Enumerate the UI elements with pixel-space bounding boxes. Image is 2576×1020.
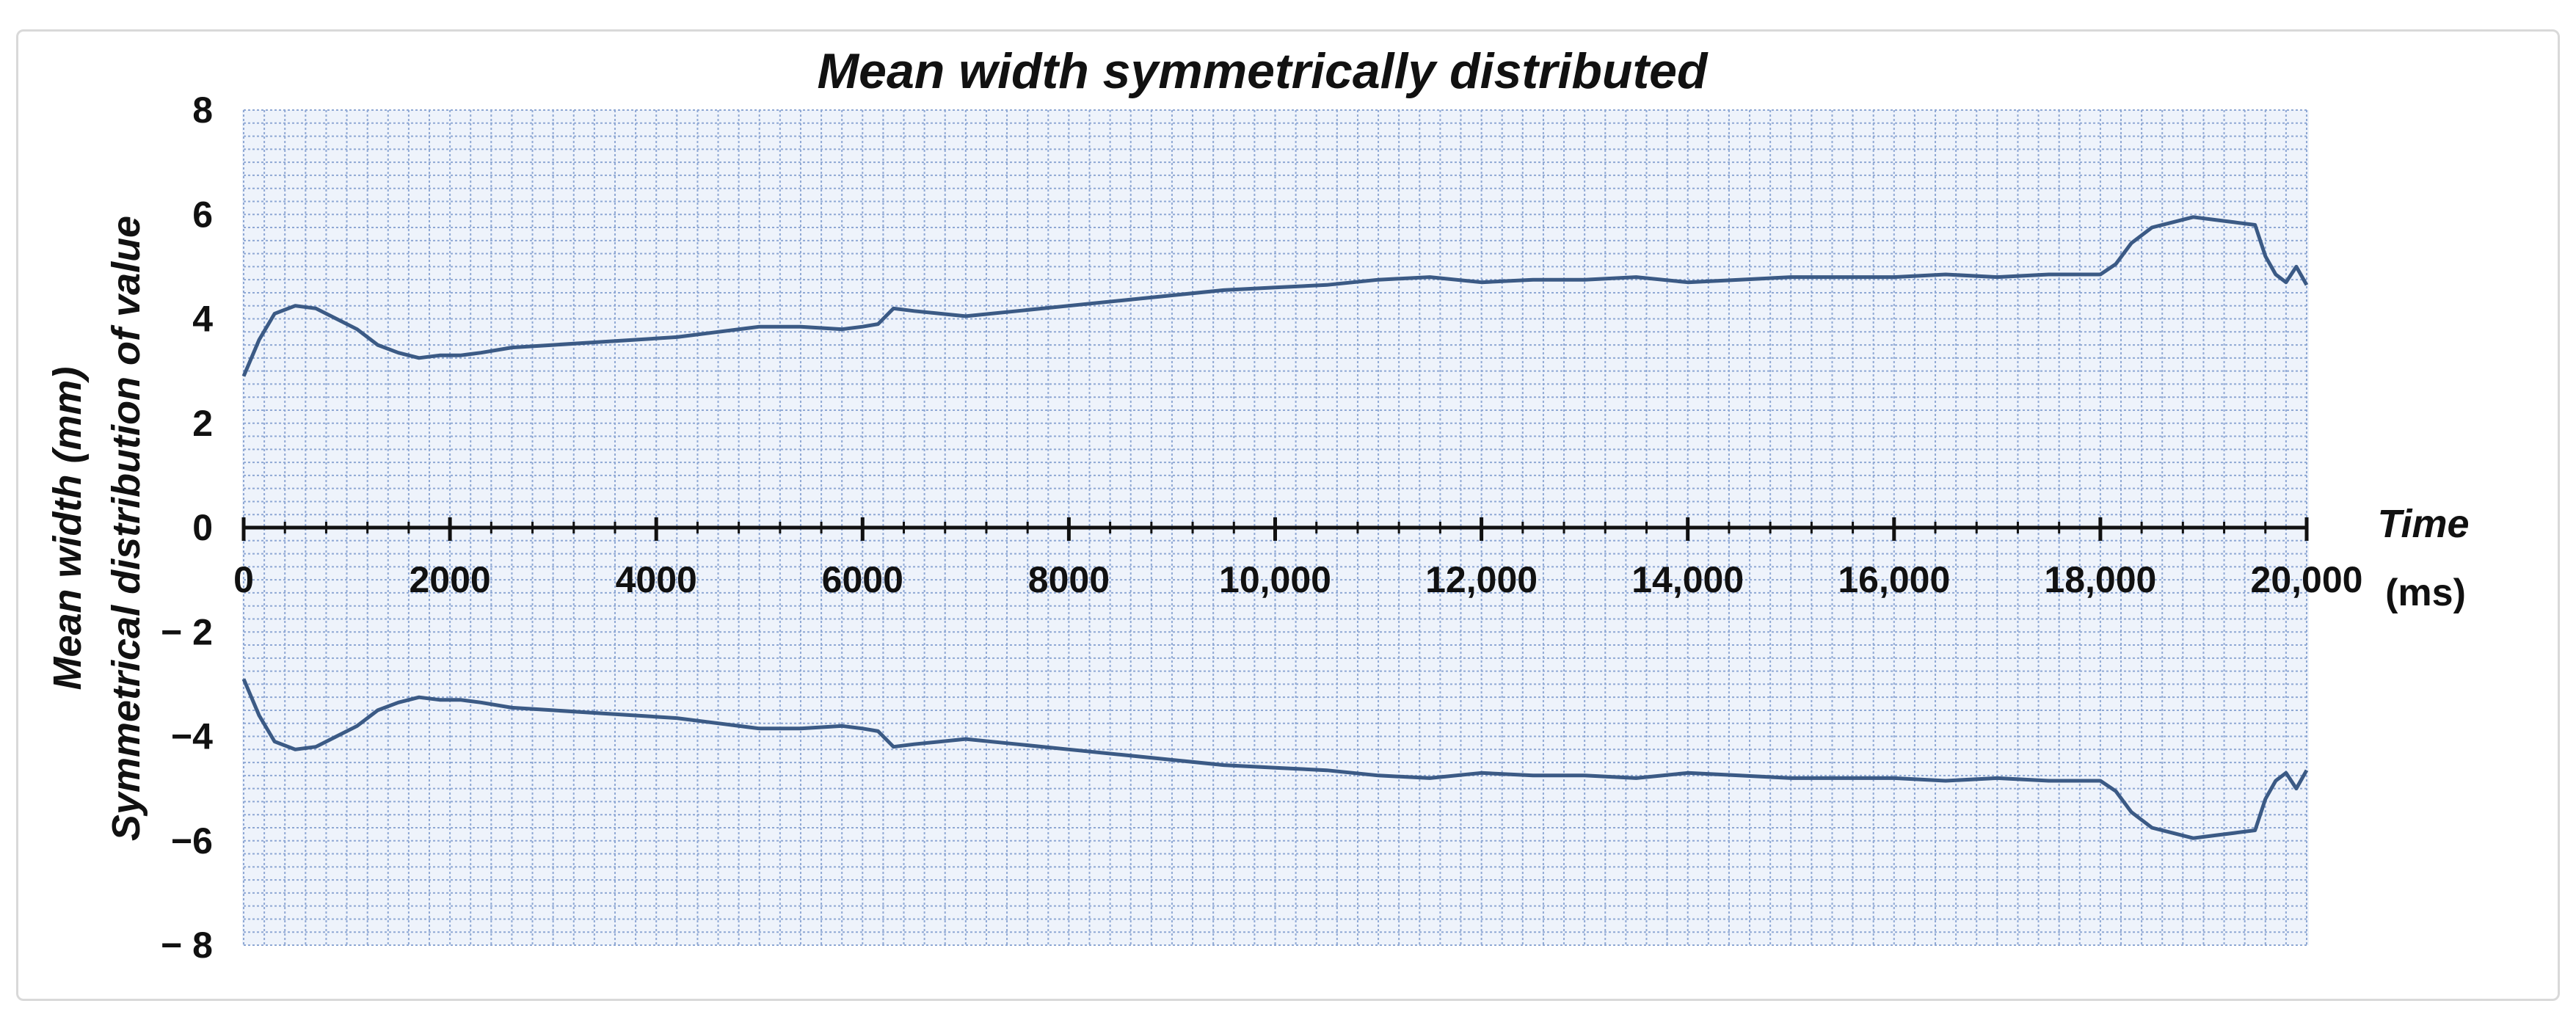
y-axis-label-line1: Mean width (mm) [46, 367, 90, 691]
series-layer [241, 215, 2309, 840]
axis-layer [241, 517, 2309, 541]
y-tick-label: − 8 [161, 925, 213, 966]
y-tick-label: 4 [192, 299, 213, 340]
x-tick-label: 0 [233, 559, 254, 600]
y-tick-label: 0 [192, 507, 213, 548]
x-tick-label: 12,000 [1425, 559, 1538, 600]
x-axis-unit: (ms) [2385, 572, 2466, 614]
x-tick-label: 10,000 [1219, 559, 1331, 600]
y-axis-label-line2: Symmetrical distribution of value [104, 216, 148, 841]
y-tick-label: 6 [192, 194, 213, 235]
x-tick-label: 18,000 [2044, 559, 2156, 600]
series-line-1 [241, 215, 2309, 377]
x-tick-label: 8000 [1028, 559, 1110, 600]
y-tick-label: 8 [192, 90, 213, 131]
x-tick-label: 16,000 [1838, 559, 1950, 600]
x-tick-label: 4000 [616, 559, 697, 600]
chart-title: Mean width symmetrically distributed [818, 43, 1709, 99]
series-line-2 [241, 678, 2309, 840]
y-tick-label: −6 [171, 820, 213, 861]
y-tick-label: 2 [192, 403, 213, 444]
tick-label-layer: 0 2000 4000 6000 8000 10,000 12,000 14,000 16,00… [161, 90, 2362, 966]
x-axis-title: Time [2377, 502, 2469, 546]
y-tick-label: −4 [171, 716, 213, 757]
x-tick-label: 6000 [822, 559, 903, 600]
y-tick-label: − 2 [161, 611, 213, 652]
x-tick-label: 20,000 [2251, 559, 2363, 600]
x-tick-label: 2000 [409, 559, 490, 600]
x-tick-label: 14,000 [1631, 559, 1744, 600]
